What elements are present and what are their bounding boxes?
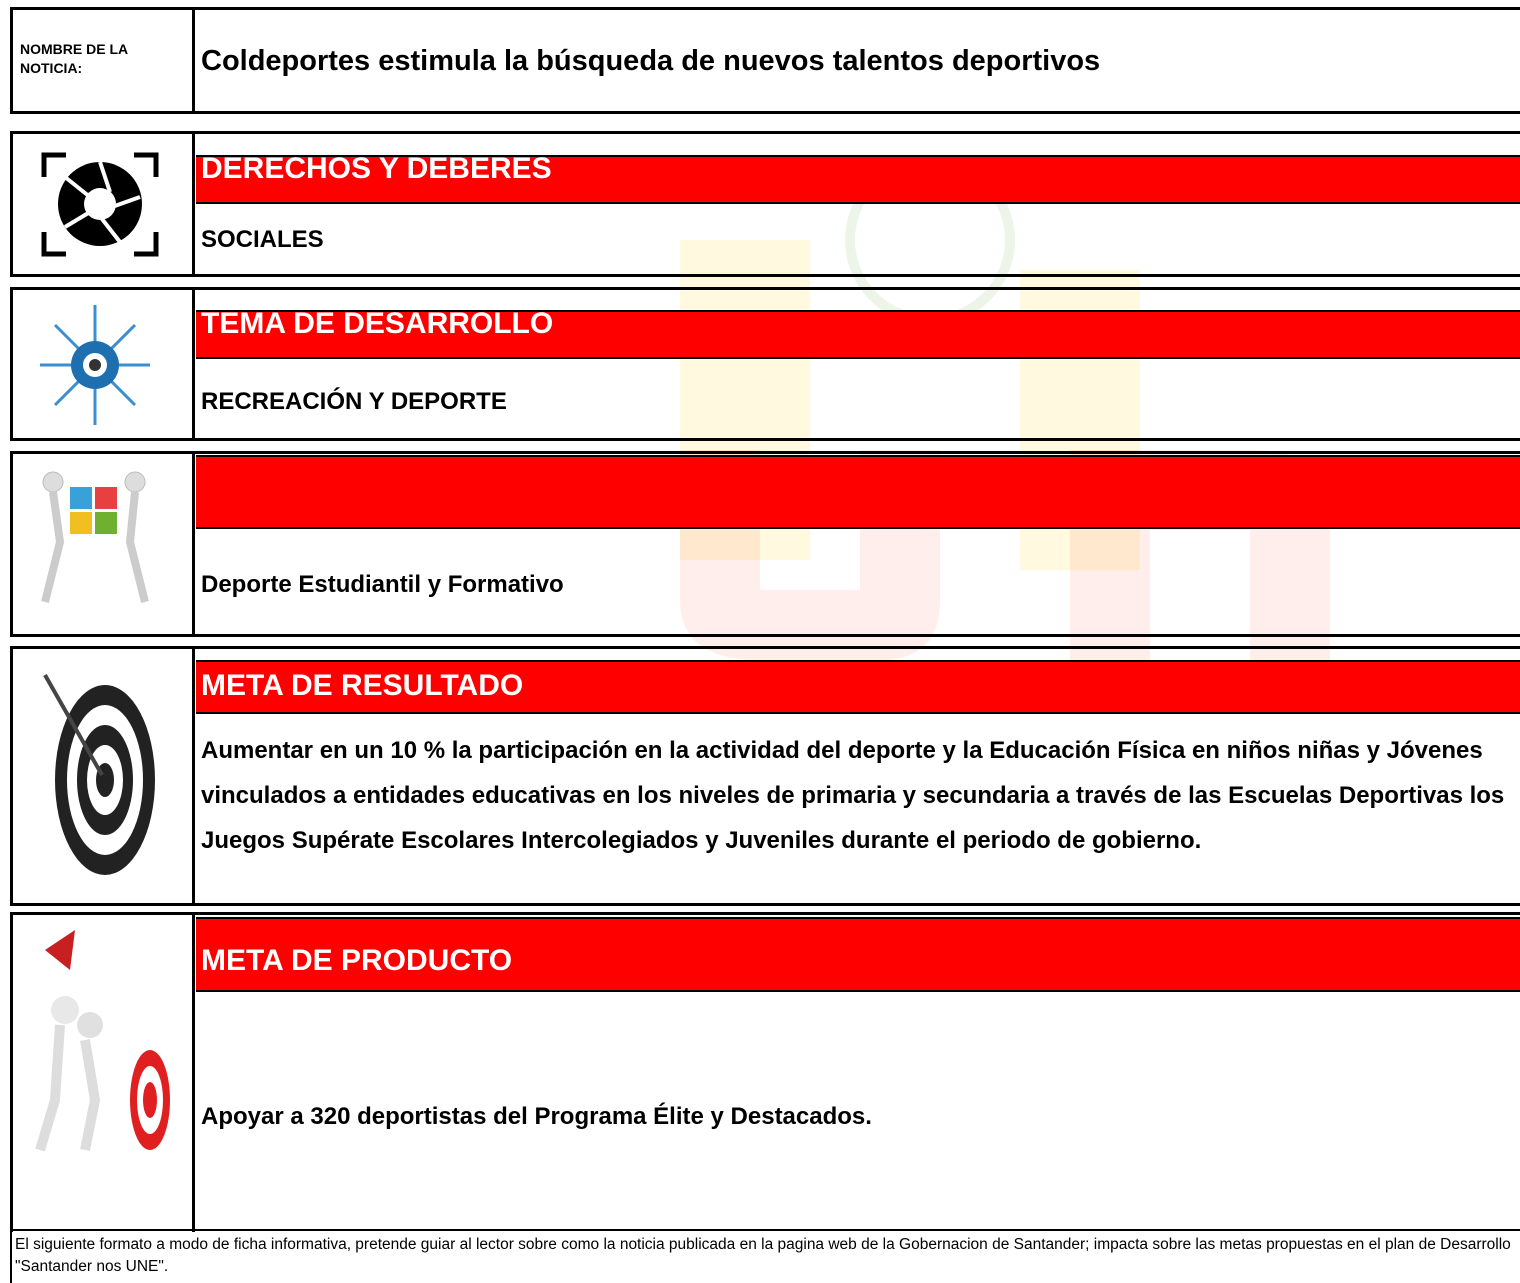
section-heading: META DE RESULTADO (201, 669, 524, 702)
section-text: Aumentar en un 10 % la participación en … (201, 737, 1505, 854)
puzzle-icon (41, 471, 149, 603)
footer-note: El siguiente formato a modo de ficha inf… (15, 1236, 1511, 1275)
section-text: SOCIALES (201, 226, 324, 253)
heading-bar (196, 455, 1520, 529)
heading-bar (196, 310, 1520, 359)
news-title: Coldeportes estimula la búsqueda de nuev… (201, 45, 1101, 77)
section-text: Deporte Estudiantil y Formativo (201, 571, 564, 598)
header-label: NOMBRE DE LA NOTICIA: (20, 41, 128, 76)
camera-icon (41, 152, 159, 257)
heading-bar (196, 155, 1520, 204)
goal-icon (35, 930, 170, 1152)
section-text: Apoyar a 320 deportistas del Programa Él… (201, 1103, 872, 1130)
heading-bar (196, 660, 1520, 714)
network-icon (40, 305, 150, 425)
section-text: RECREACIÓN Y DEPORTE (201, 388, 507, 415)
section-heading: META DE PRODUCTO (201, 944, 513, 977)
section-heading: DERECHOS Y DEBERES (201, 152, 552, 185)
target-icon (43, 674, 155, 875)
section-heading: TEMA DE DESARROLLO (201, 307, 554, 340)
heading-bar (196, 917, 1520, 992)
